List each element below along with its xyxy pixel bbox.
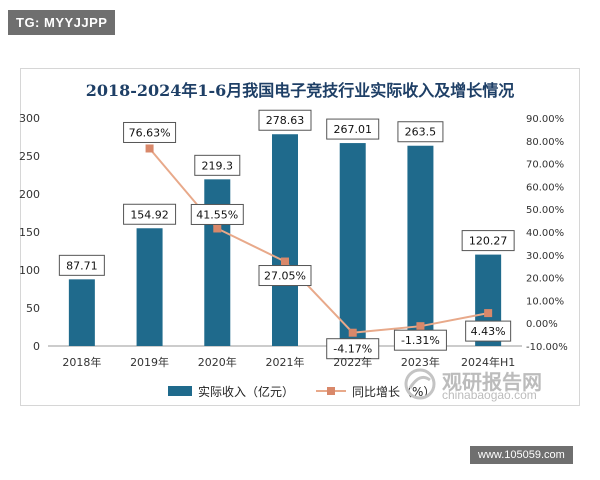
bar-value-label-box [58,254,105,276]
growth-point [145,144,154,153]
y-left-tick-label: 150 [19,226,40,239]
revenue-bar [272,134,298,346]
bar-value-label: 120.27 [469,235,508,248]
growth-value-label-box [123,121,177,143]
bar-value-label-box [123,203,177,225]
y-right-tick-label: 40.00% [526,228,564,239]
legend-swatch-revenue [168,386,192,396]
revenue-bar [339,143,366,346]
x-tick-label: 2019年 [130,355,169,369]
growth-point [348,328,357,337]
y-right-tick-label: -10.00% [526,342,568,353]
watermark-brand-en: chinabaogao.com [442,388,537,402]
growth-value-label: -4.17% [333,343,372,356]
watermark-brand-cn: 观研报告网 [442,370,542,394]
y-right-tick-label: 80.00% [526,137,564,148]
bar-value-label-box [461,230,515,252]
bar-value-label-box [326,118,380,140]
growth-value-label-box [258,265,312,287]
bar-value-label: 87.71 [66,259,98,272]
legend-swatch-growth-marker [327,387,335,395]
growth-point [281,257,289,266]
x-tick-label: 2020年 [198,355,237,369]
growth-value-label: 41.55% [196,208,238,221]
y-right-tick-label: 0.00% [526,319,558,330]
x-tick-label: 2018年 [62,355,101,369]
revenue-bar [407,145,434,346]
y-right-tick-label: 30.00% [526,251,564,262]
growth-line [148,147,489,334]
y-right-tick-label: 60.00% [526,182,564,193]
bar-value-label-box [194,154,241,176]
growth-value-label: 76.63% [129,126,171,139]
growth-value-label-box [393,329,447,351]
growth-value-label-box [465,320,512,342]
watermark: 观研报告网 chinabaogao.com [402,366,582,406]
growth-value-label: 27.05% [264,270,306,283]
bar-value-label-box [397,121,444,143]
revenue-bar [136,228,163,346]
y-right-tick-label: 90.00% [526,114,564,125]
chart-title: 2018-2024年1-6月我国电子竞技行业实际收入及增长情况 [85,81,515,100]
y-left-tick-label: 300 [19,112,40,125]
y-left-tick-label: 200 [19,188,40,201]
growth-value-label-box [326,338,380,360]
y-left-tick-label: 100 [19,264,40,277]
x-tick-label: 2021年 [266,355,305,369]
bar-value-label-box [258,109,312,131]
x-tick-label: 2022年 [333,355,372,369]
growth-value-label-box [190,203,244,225]
y-right-tick-label: 20.00% [526,274,564,285]
y-left-tick-label: 50 [26,302,40,315]
revenue-bar [68,279,95,346]
growth-value-label: -1.31% [401,334,440,347]
bar-value-label: 219.3 [202,159,234,172]
growth-point [416,322,425,331]
growth-value-label: 4.43% [471,325,506,338]
site-url-badge: www.105059.com [470,446,573,464]
y-right-tick-label: 70.00% [526,160,564,171]
y-right-tick-label: 50.00% [526,205,564,216]
y-left-tick-label: 250 [19,150,40,163]
legend-label-revenue: 实际收入（亿元） [198,384,294,399]
bar-value-label: 154.92 [130,208,169,221]
x-tick-label: 2023年 [401,355,440,369]
bar-value-label: 278.63 [266,114,305,127]
source-tag: TG: MYYJJPP [8,10,116,35]
y-right-tick-label: 10.00% [526,296,564,307]
y-left-tick-label: 0 [33,340,40,353]
brand-logo-icon [404,368,436,400]
bar-value-label: 267.01 [333,123,372,136]
bar-value-label: 263.5 [405,126,437,139]
growth-point [484,309,493,318]
x-tick-label: 2024年H1 [461,355,515,369]
growth-point [213,224,222,233]
